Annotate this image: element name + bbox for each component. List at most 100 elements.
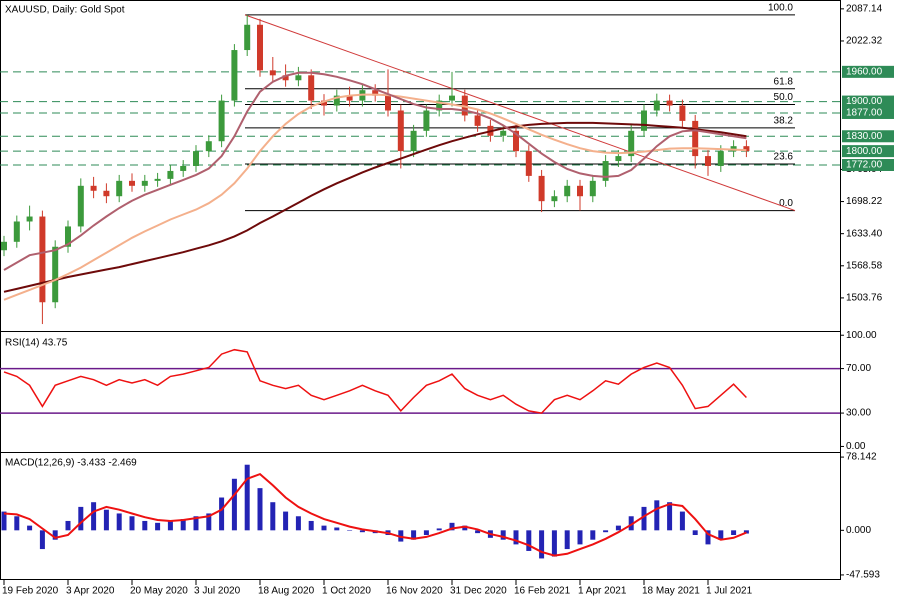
histogram-bar	[603, 530, 609, 533]
candle-body	[615, 156, 622, 162]
candle-body	[26, 216, 33, 222]
histogram-bar	[193, 516, 199, 531]
x-tick-label: 18 May 2021	[642, 586, 700, 597]
y-tick-label: 1568.58	[846, 260, 883, 271]
histogram-bar	[743, 530, 749, 534]
histogram-bar	[475, 530, 481, 534]
candle-body	[39, 216, 46, 303]
candle-body	[513, 130, 519, 152]
panel-title: MACD(12,26,9) -3.433 -2.469	[5, 458, 137, 469]
candle-body	[743, 146, 750, 152]
candle-body	[333, 95, 340, 106]
fibonacci-label: 50.0	[774, 92, 794, 103]
candle-body	[564, 185, 571, 197]
candle-body	[269, 70, 276, 76]
candle-body	[423, 110, 430, 131]
candle-body	[167, 170, 174, 179]
level-label: 1772.00	[846, 160, 883, 171]
candle-body	[666, 100, 673, 106]
candle-body	[589, 180, 596, 197]
candle-body	[257, 24, 263, 71]
x-tick-label: 1 Apr 2021	[578, 586, 627, 597]
histogram-bar	[27, 525, 33, 531]
candle-body	[308, 75, 315, 101]
candle-body	[295, 75, 302, 81]
x-tick-label: 1 Jul 2021	[706, 586, 753, 597]
histogram-bar	[564, 530, 570, 550]
level-label: 1877.00	[846, 108, 883, 119]
candle-body	[103, 190, 110, 197]
histogram-bar	[1, 511, 7, 531]
histogram-bar	[449, 522, 455, 531]
x-tick-label: 16 Feb 2021	[514, 586, 571, 597]
level-label-box	[842, 145, 894, 158]
fibonacci-label: 38.2	[774, 115, 794, 126]
candle-body	[551, 196, 558, 202]
y-tick-label: 1503.76	[846, 293, 883, 304]
candle-body	[141, 180, 148, 186]
candle-body	[52, 246, 59, 303]
candle-body	[436, 100, 443, 111]
candle-body	[692, 120, 699, 157]
histogram-bar	[308, 520, 314, 531]
fibonacci-label: 0.0	[779, 198, 793, 209]
y-tick-label: 30.00	[846, 408, 871, 419]
histogram-bar	[283, 511, 289, 531]
candle-body	[193, 151, 199, 166]
histogram-bar	[116, 513, 122, 531]
candle-body	[385, 95, 391, 111]
candle-body	[77, 185, 84, 227]
y-tick-label: 1698.22	[846, 196, 883, 207]
histogram-bar	[513, 530, 519, 545]
candle-body	[449, 95, 455, 101]
histogram-bar	[539, 530, 545, 559]
y-tick-label: 78.142	[846, 452, 877, 463]
level-label: 1800.00	[846, 146, 883, 157]
y-tick-label: 2022.32	[846, 36, 883, 47]
candle-body	[116, 180, 123, 197]
y-tick-label: 100.00	[846, 330, 877, 341]
fibonacci-label: 100.0	[768, 3, 793, 14]
panel-title: XAUUSD, Daily: Gold Spot	[5, 5, 125, 16]
y-tick-label: 70.00	[846, 363, 871, 374]
histogram-bar	[731, 530, 737, 536]
indicator-line	[3, 348, 747, 414]
x-tick-label: 20 May 2020	[130, 586, 188, 597]
plot-frame	[0, 0, 841, 580]
candle-body	[1, 241, 7, 251]
candle-body	[282, 75, 289, 81]
histogram-bar	[359, 530, 365, 533]
histogram-bar	[39, 530, 45, 550]
panel-title: RSI(14) 43.75	[5, 338, 68, 349]
histogram-bar	[65, 520, 71, 531]
x-tick-label: 3 Jul 2020	[194, 586, 241, 597]
histogram-bar	[270, 502, 276, 531]
histogram-bar	[14, 516, 20, 531]
candle-body	[653, 100, 660, 111]
histogram-bar	[219, 497, 225, 531]
histogram-bar	[91, 502, 97, 531]
moving-average	[3, 93, 747, 301]
level-label-box	[842, 159, 894, 171]
candle-body	[679, 105, 686, 121]
x-tick-label: 19 Feb 2020	[2, 586, 59, 597]
level-label: 1830.00	[846, 131, 883, 142]
histogram-bar	[231, 478, 237, 531]
histogram-bar	[257, 488, 263, 531]
histogram-bar	[667, 502, 673, 531]
candle-body	[372, 90, 379, 96]
trend-line	[244, 14, 796, 212]
candle-body	[602, 161, 609, 181]
signal-line	[3, 472, 747, 557]
histogram-bar	[334, 527, 340, 531]
histogram-bar	[679, 511, 685, 531]
y-tick-label: 1633.40	[846, 228, 883, 239]
histogram-bar	[423, 530, 429, 536]
histogram-bar	[244, 464, 250, 531]
candle-body	[65, 226, 71, 247]
histogram-bar	[78, 506, 84, 531]
y-tick-label: 0.00	[846, 441, 866, 452]
moving-average	[3, 121, 747, 293]
